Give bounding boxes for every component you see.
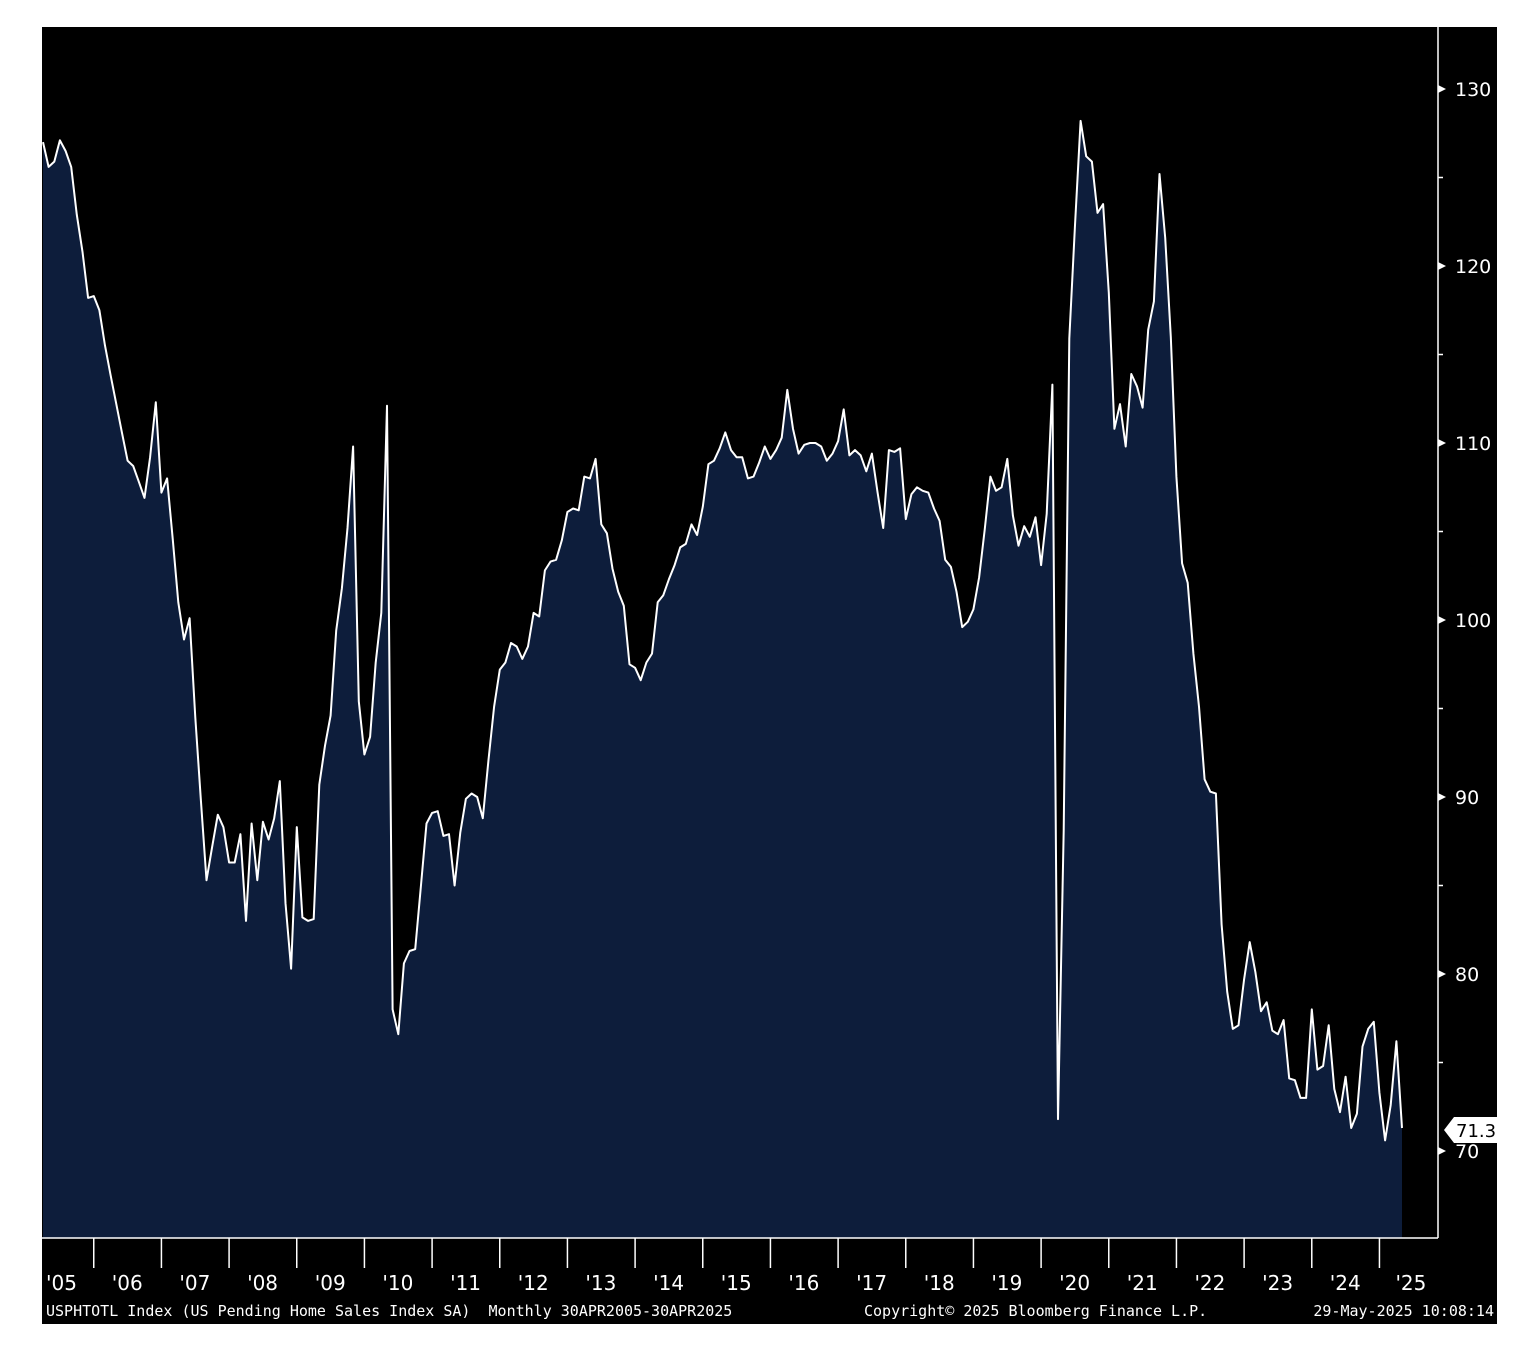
x-tick-label: '08	[247, 1271, 278, 1295]
series-area	[43, 120, 1402, 1238]
last-value-tag	[1444, 1116, 1500, 1143]
x-tick-label: '13	[585, 1271, 616, 1295]
x-tick-label: '21	[1127, 1271, 1158, 1295]
y-tick-mark	[1438, 439, 1446, 447]
y-tick-mark	[1438, 1147, 1446, 1155]
x-tick-label: '24	[1330, 1271, 1361, 1295]
x-tick-label: '19	[991, 1271, 1022, 1295]
x-tick-label: '11	[450, 1271, 481, 1295]
timestamp-text: 29-May-2025 10:08:14	[1313, 1302, 1494, 1320]
y-tick-mark	[1438, 793, 1446, 801]
chart-footer: USPHTOTL Index (US Pending Home Sales In…	[46, 1302, 1494, 1320]
last-value-marker: 71.3	[1444, 1116, 1500, 1143]
area-layer	[43, 120, 1402, 1238]
x-tick-label: '09	[315, 1271, 346, 1295]
last-value-label: 71.3	[1456, 1121, 1496, 1142]
x-tick-label: '16	[788, 1271, 819, 1295]
y-tick-mark	[1438, 616, 1446, 624]
series-line	[42, 119, 1403, 1142]
x-tick-label: '05	[46, 1271, 77, 1295]
x-tick-label: '17	[856, 1271, 887, 1295]
x-tick-label: '14	[653, 1271, 684, 1295]
ticker-description: USPHTOTL Index (US Pending Home Sales In…	[46, 1302, 732, 1320]
y-tick-label: 120	[1455, 256, 1491, 278]
y-tick-label: 70	[1455, 1141, 1479, 1163]
x-tick-label: '20	[1059, 1271, 1090, 1295]
x-tick-label: '18	[924, 1271, 955, 1295]
x-tick-label: '23	[1262, 1271, 1293, 1295]
x-tick-label: '15	[721, 1271, 752, 1295]
y-tick-mark	[1438, 262, 1446, 270]
axis-layer	[42, 27, 1439, 1239]
y-tick-mark	[1438, 85, 1446, 93]
x-tick-label: '22	[1194, 1271, 1225, 1295]
x-tick-label: '12	[518, 1271, 549, 1295]
y-axis-ticks: 70 80 90 100 110 120 130	[1438, 79, 1491, 1163]
x-tick-label: '07	[179, 1271, 210, 1295]
y-tick-label: 130	[1455, 79, 1491, 101]
y-tick-mark	[1438, 970, 1446, 978]
x-tick-label: '25	[1395, 1271, 1426, 1295]
y-tick-label: 110	[1455, 433, 1491, 455]
y-tick-label: 90	[1455, 787, 1479, 809]
x-tick-label: '06	[112, 1271, 143, 1295]
x-axis-ticks: '05 '06 '07 '08 '09 '10 '11 '12 '13 '14 '15 '16 '17 '…	[46, 1238, 1426, 1295]
y-tick-label: 100	[1455, 610, 1491, 632]
x-tick-label: '10	[382, 1271, 413, 1295]
copyright-text: Copyright© 2025 Bloomberg Finance L.P.	[864, 1302, 1207, 1320]
y-tick-label: 80	[1455, 964, 1479, 986]
line-layer	[42, 119, 1403, 1142]
